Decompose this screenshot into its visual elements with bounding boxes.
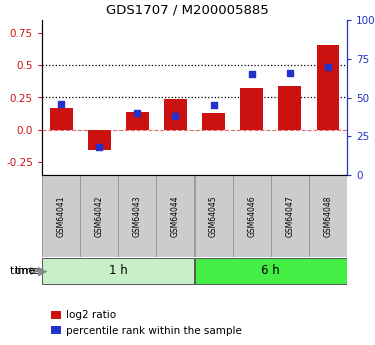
Point	[325, 64, 331, 69]
Bar	[42, 175, 80, 257]
Text: time: time	[15, 266, 40, 276]
Text: 1 h: 1 h	[109, 264, 128, 277]
Bar	[309, 175, 347, 257]
Bar	[50, 108, 72, 130]
Bar	[233, 175, 271, 257]
Bar	[316, 45, 339, 130]
Text: 6 h: 6 h	[261, 264, 280, 277]
Bar	[195, 175, 232, 257]
Bar	[278, 86, 301, 130]
Bar	[118, 175, 156, 257]
Bar	[156, 175, 194, 257]
Text: ▶: ▶	[38, 265, 48, 277]
Text: GSM64046: GSM64046	[247, 195, 256, 237]
Text: GSM64045: GSM64045	[209, 195, 218, 237]
Text: GSM64043: GSM64043	[133, 195, 142, 237]
Bar	[164, 99, 187, 130]
Text: GSM64047: GSM64047	[285, 195, 294, 237]
Text: time: time	[9, 266, 38, 276]
Text: GSM64042: GSM64042	[94, 195, 104, 237]
Bar	[88, 130, 111, 150]
Point	[58, 101, 64, 107]
Legend: log2 ratio, percentile rank within the sample: log2 ratio, percentile rank within the s…	[47, 306, 246, 340]
Bar	[126, 112, 149, 130]
Text: GDS1707 / M200005885: GDS1707 / M200005885	[106, 3, 269, 17]
Bar	[42, 258, 194, 284]
Text: GSM64044: GSM64044	[171, 195, 180, 237]
Bar	[271, 175, 309, 257]
Bar	[240, 88, 263, 130]
Point	[287, 70, 293, 76]
Point	[172, 114, 178, 119]
Point	[249, 71, 255, 77]
Point	[96, 144, 102, 150]
Text: GSM64041: GSM64041	[57, 195, 66, 237]
Point	[211, 102, 217, 108]
Bar	[195, 258, 347, 284]
Point	[134, 110, 140, 116]
Bar	[202, 113, 225, 130]
Text: GSM64048: GSM64048	[323, 195, 332, 237]
Bar	[80, 175, 118, 257]
